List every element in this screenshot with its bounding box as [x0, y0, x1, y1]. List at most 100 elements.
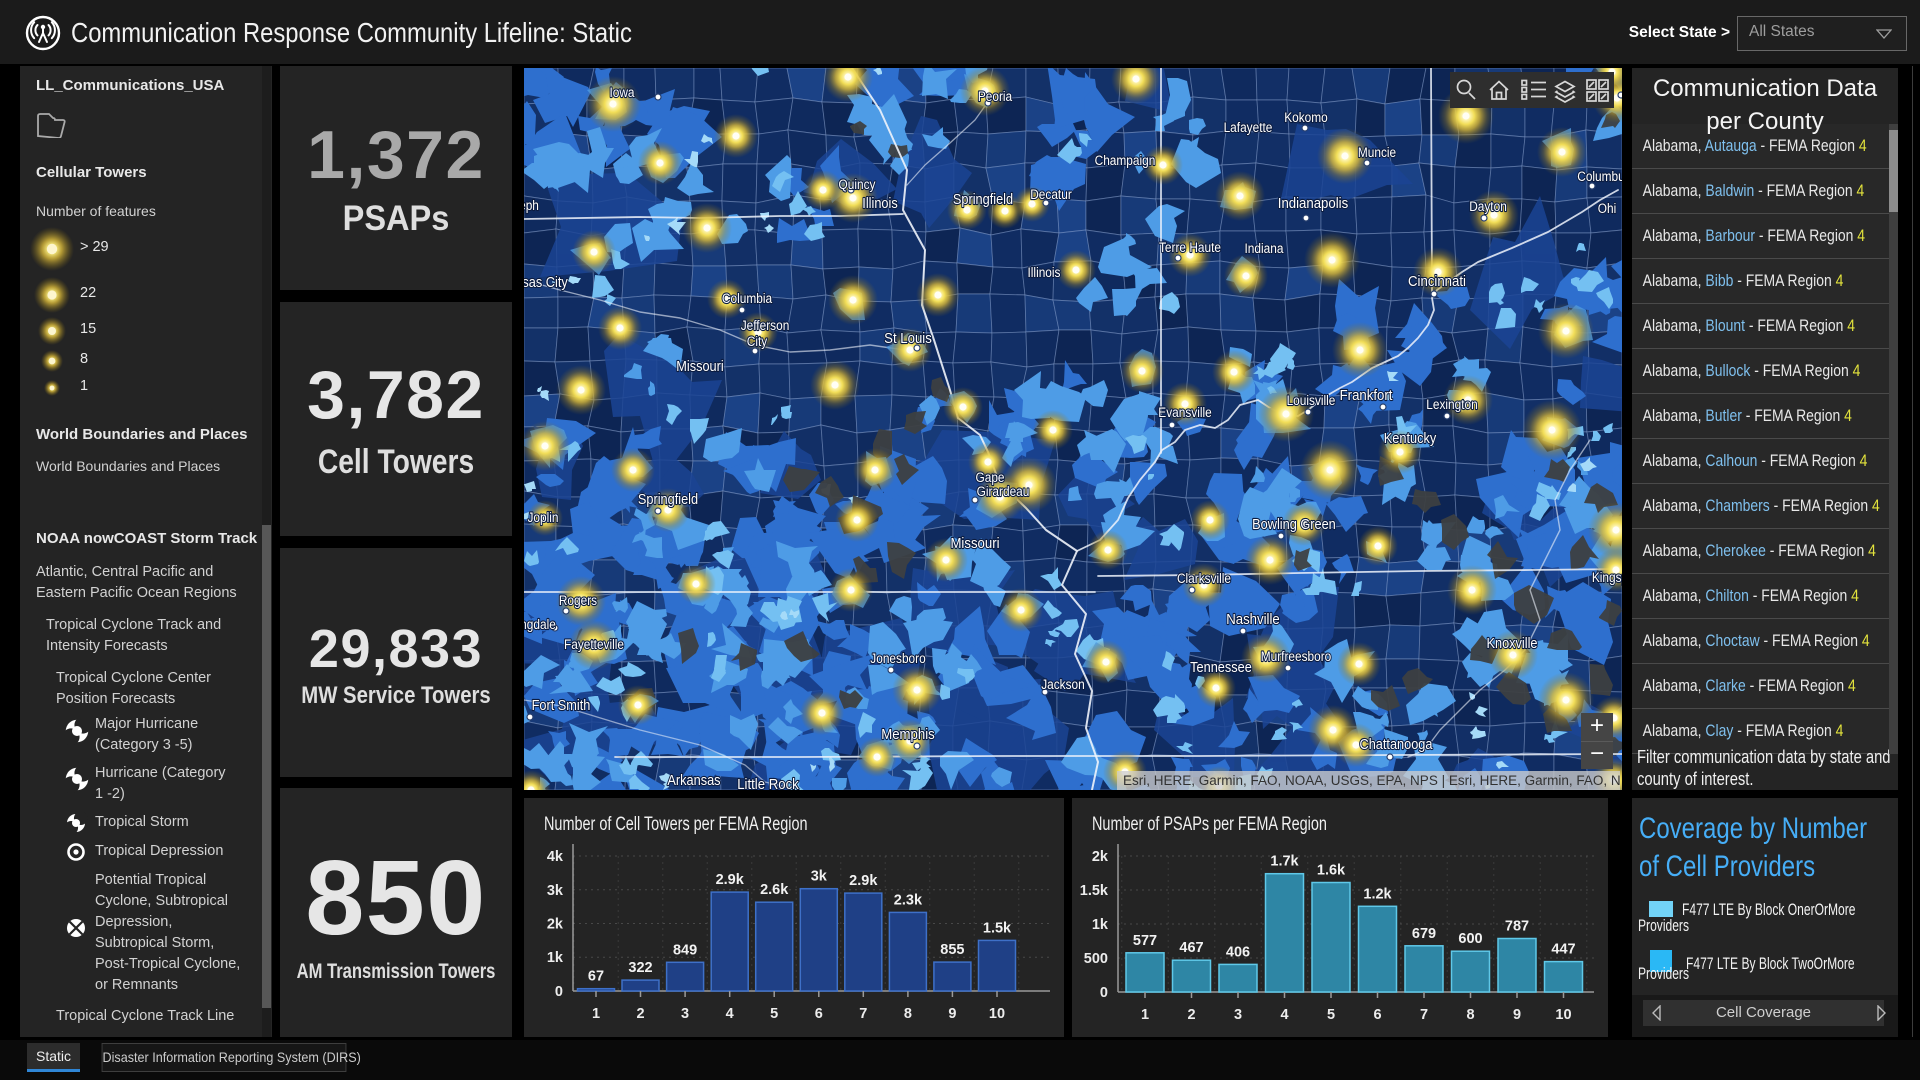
- svg-text:Dayton: Dayton: [1469, 198, 1507, 214]
- svg-text:Knoxville: Knoxville: [1486, 635, 1537, 651]
- svg-text:Jonesboro: Jonesboro: [870, 650, 925, 666]
- svg-text:1.2k: 1.2k: [1363, 886, 1392, 902]
- svg-text:787: 787: [1505, 919, 1529, 935]
- svg-text:Kentucky: Kentucky: [1384, 430, 1437, 446]
- svg-text:Murfreesboro: Murfreesboro: [1261, 648, 1332, 664]
- svg-text:Springfield: Springfield: [638, 491, 698, 507]
- svg-text:Clarksville: Clarksville: [1177, 570, 1231, 586]
- svg-text:3: 3: [681, 1006, 689, 1022]
- svg-text:500: 500: [1084, 951, 1108, 967]
- svg-text:855: 855: [940, 942, 964, 958]
- svg-text:2.3k: 2.3k: [894, 892, 923, 908]
- svg-text:Gape: Gape: [975, 469, 1004, 485]
- svg-text:Indiana: Indiana: [1245, 240, 1285, 256]
- svg-text:6: 6: [1373, 1007, 1381, 1023]
- svg-text:Iowa: Iowa: [609, 84, 635, 100]
- svg-text:Evansville: Evansville: [1158, 404, 1211, 420]
- svg-text:5: 5: [1327, 1007, 1335, 1023]
- svg-text:2k: 2k: [1092, 849, 1109, 865]
- svg-text:eph: eph: [524, 197, 539, 213]
- svg-text:Muncie: Muncie: [1358, 144, 1396, 160]
- svg-text:Cincinnati: Cincinnati: [1408, 272, 1466, 289]
- svg-text:ngdale: ngdale: [524, 616, 556, 632]
- svg-text:1: 1: [592, 1006, 600, 1022]
- svg-text:7: 7: [859, 1006, 867, 1022]
- svg-text:Frankfort: Frankfort: [1340, 386, 1393, 403]
- svg-text:0: 0: [555, 984, 563, 1000]
- svg-text:1k: 1k: [547, 950, 564, 966]
- svg-text:Kokomo: Kokomo: [1284, 109, 1328, 125]
- svg-text:577: 577: [1133, 933, 1157, 949]
- svg-text:ansas City: ansas City: [524, 274, 568, 290]
- svg-text:4k: 4k: [547, 849, 564, 865]
- svg-text:Bowling Green: Bowling Green: [1252, 516, 1336, 532]
- svg-text:Jackson: Jackson: [1041, 676, 1085, 692]
- svg-text:447: 447: [1551, 942, 1575, 958]
- svg-text:Number of Cell Towers per FEMA: Number of Cell Towers per FEMA Region: [544, 813, 808, 834]
- svg-text:St Louis: St Louis: [884, 329, 932, 346]
- svg-text:1.5k: 1.5k: [1080, 883, 1109, 899]
- svg-text:3k: 3k: [811, 869, 828, 885]
- svg-text:4: 4: [726, 1006, 734, 1022]
- svg-text:Lafayette: Lafayette: [1224, 119, 1273, 135]
- svg-text:467: 467: [1179, 940, 1203, 956]
- svg-text:600: 600: [1458, 931, 1482, 947]
- svg-text:9: 9: [948, 1006, 956, 1022]
- svg-text:1k: 1k: [1092, 917, 1109, 933]
- svg-text:Indianapolis: Indianapolis: [1278, 194, 1348, 211]
- svg-text:Peoria: Peoria: [978, 88, 1013, 104]
- svg-text:1.5k: 1.5k: [983, 920, 1012, 936]
- svg-text:Jefferson: Jefferson: [741, 317, 790, 333]
- svg-text:Chattanooga: Chattanooga: [1360, 736, 1433, 752]
- svg-text:10: 10: [1555, 1007, 1571, 1023]
- svg-text:8: 8: [1466, 1007, 1474, 1023]
- svg-text:Louisville: Louisville: [1287, 392, 1336, 408]
- svg-text:Rogers: Rogers: [559, 592, 597, 608]
- svg-text:Columbia: Columbia: [722, 290, 773, 306]
- svg-text:Ohi: Ohi: [1598, 200, 1616, 216]
- svg-text:Lexington: Lexington: [1426, 396, 1477, 412]
- svg-text:Springfield: Springfield: [953, 191, 1013, 207]
- svg-text:6: 6: [815, 1006, 823, 1022]
- svg-text:Kingsp: Kingsp: [1592, 569, 1622, 585]
- svg-text:Columbu: Columbu: [1577, 168, 1622, 184]
- svg-text:322: 322: [628, 960, 652, 976]
- svg-text:1: 1: [1141, 1007, 1149, 1023]
- svg-text:2: 2: [636, 1006, 644, 1022]
- svg-text:Arkansas: Arkansas: [667, 772, 720, 788]
- svg-text:Fort Smith: Fort Smith: [532, 697, 591, 713]
- svg-text:7: 7: [1420, 1007, 1428, 1023]
- svg-text:8: 8: [904, 1006, 912, 1022]
- svg-text:1.6k: 1.6k: [1317, 863, 1346, 879]
- svg-text:Number of PSAPs per FEMA Regio: Number of PSAPs per FEMA Region: [1092, 813, 1327, 834]
- svg-text:4: 4: [1280, 1007, 1288, 1023]
- svg-text:679: 679: [1412, 926, 1436, 942]
- svg-text:Illinois: Illinois: [862, 195, 898, 211]
- svg-text:3k: 3k: [547, 883, 564, 899]
- svg-text:Champaign: Champaign: [1095, 152, 1156, 168]
- svg-text:Terre Haute: Terre Haute: [1159, 239, 1221, 255]
- svg-text:0: 0: [1100, 985, 1108, 1001]
- svg-text:Joplin: Joplin: [527, 509, 558, 525]
- svg-text:Quincy: Quincy: [839, 176, 877, 192]
- svg-text:City: City: [747, 333, 768, 349]
- svg-text:Girardeau: Girardeau: [977, 483, 1030, 499]
- svg-text:1.7k: 1.7k: [1270, 854, 1299, 870]
- svg-text:3: 3: [1234, 1007, 1242, 1023]
- svg-text:Missouri: Missouri: [676, 358, 723, 374]
- svg-text:Tennessee: Tennessee: [1190, 659, 1252, 675]
- svg-text:10: 10: [989, 1006, 1005, 1022]
- svg-text:Memphis: Memphis: [881, 725, 934, 742]
- svg-text:2.6k: 2.6k: [760, 882, 789, 898]
- svg-text:406: 406: [1226, 944, 1250, 960]
- svg-text:9: 9: [1513, 1007, 1521, 1023]
- svg-text:Little Rock: Little Rock: [737, 775, 799, 790]
- svg-text:2.9k: 2.9k: [849, 873, 878, 889]
- svg-text:2: 2: [1187, 1007, 1195, 1023]
- svg-text:2.9k: 2.9k: [716, 872, 745, 888]
- svg-text:849: 849: [673, 942, 697, 958]
- svg-text:67: 67: [588, 969, 604, 985]
- svg-text:Decatur: Decatur: [1030, 186, 1072, 202]
- svg-text:5: 5: [770, 1006, 778, 1022]
- svg-text:Nashville: Nashville: [1226, 610, 1280, 627]
